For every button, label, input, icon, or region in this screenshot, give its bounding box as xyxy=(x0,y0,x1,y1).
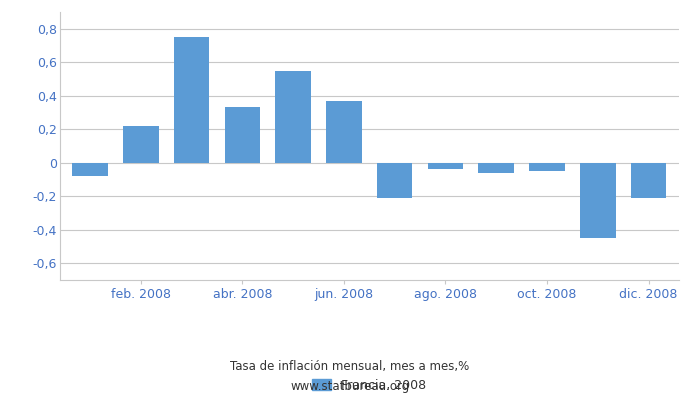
Bar xyxy=(631,163,666,198)
Bar xyxy=(580,163,615,238)
Bar xyxy=(326,101,362,163)
Bar xyxy=(428,163,463,170)
Bar xyxy=(478,163,514,173)
Bar xyxy=(377,163,412,198)
Text: Tasa de inflación mensual, mes a mes,%: Tasa de inflación mensual, mes a mes,% xyxy=(230,360,470,373)
Bar xyxy=(529,163,565,171)
Bar xyxy=(72,163,108,176)
Legend: Francia, 2008: Francia, 2008 xyxy=(312,379,426,392)
Bar xyxy=(225,108,260,163)
Bar xyxy=(275,71,311,163)
Text: www.statbureau.org: www.statbureau.org xyxy=(290,380,410,393)
Bar xyxy=(174,37,209,163)
Bar xyxy=(123,126,158,163)
